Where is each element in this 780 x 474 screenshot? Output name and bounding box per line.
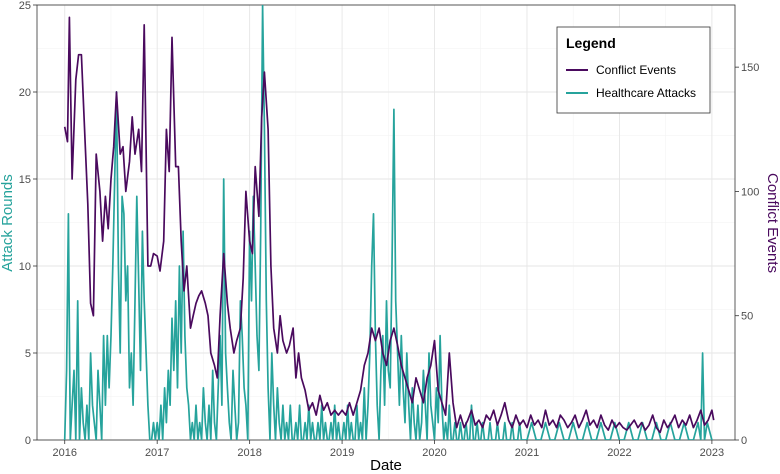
y-right-tick-label: 0 [741,435,747,447]
legend: Legend Conflict Events Healthcare Attack… [556,26,711,114]
series-line-healthcare-attacks [63,5,713,440]
x-tick-label: 2023 [700,447,724,459]
legend-title: Legend [566,35,616,51]
y-left-tick-label: 25 [19,0,31,12]
y-left-tick-label: 20 [19,87,31,99]
y-left-tick-label: 10 [19,261,31,273]
y-left-tick-label: 15 [19,174,31,186]
x-tick-label: 2017 [145,447,169,459]
legend-label-healthcare-attacks: Healthcare Attacks [596,86,696,100]
x-tick-label: 2018 [237,447,261,459]
x-tick-label: 2019 [330,447,354,459]
y-axis-right-title: Conflict Events [764,173,780,273]
y-axis-left-title: Attack Rounds [0,174,16,272]
x-tick-label: 2016 [52,447,76,459]
series-line-conflict-events [63,16,715,434]
legend-label-conflict-events: Conflict Events [596,63,676,77]
y-right-tick-label: 150 [741,62,759,74]
y-left-tick-label: 5 [25,348,31,360]
plot-panel-border [36,4,736,441]
axis-ticks: 2016 2017 2018 2019 2020 2021 2022 2023 0 5 10 15 20… [19,0,760,459]
y-right-tick-label: 50 [741,311,753,323]
x-tick-label: 2021 [515,447,539,459]
x-tick-label: 2020 [422,447,446,459]
x-tick-label: 2022 [607,447,631,459]
series-lines [63,5,715,440]
y-right-tick-label: 100 [741,186,759,198]
y-left-tick-label: 0 [25,435,31,447]
x-axis-title: Date [370,457,402,474]
